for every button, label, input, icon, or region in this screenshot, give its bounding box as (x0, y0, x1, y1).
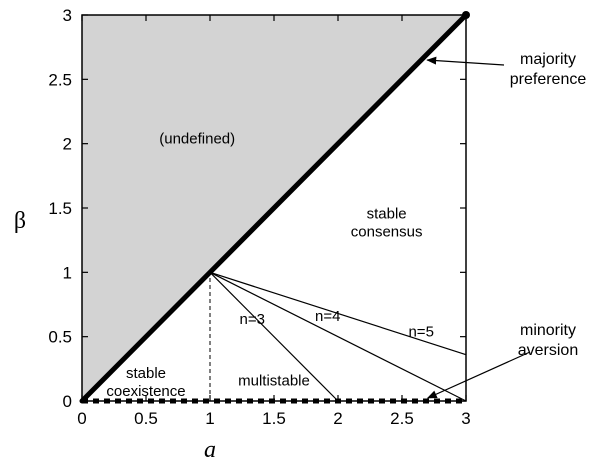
x-tick-label: 3 (461, 409, 470, 428)
region-label-multistable: multistable (238, 373, 310, 390)
annotation-majority-preference-arrow (426, 56, 505, 66)
region-label-undefined-line: (undefined) (159, 131, 235, 148)
region-label-stable-consensus-line: consensus (351, 223, 423, 240)
y-tick-label: 0.5 (48, 328, 72, 347)
annotation-majority-preference-line: majority (520, 51, 576, 68)
region-label-undefined: (undefined) (159, 131, 235, 148)
annotation-minority-aversion-arrow (426, 351, 531, 399)
y-tick-label: 2.5 (48, 70, 72, 89)
x-tick-label: 1.5 (262, 409, 286, 428)
branch-line-n3-1 (209, 271, 339, 402)
boundary-line-0 (79, 12, 469, 404)
x-tick-label: 0 (77, 409, 86, 428)
region-label-stable-coexistence-line: stable (126, 365, 166, 382)
y-tick-label: 0 (63, 392, 72, 411)
region-label-multistable-line: multistable (238, 373, 310, 390)
branch-line-n4-2 (209, 271, 467, 402)
branch-label-n5: n=5 (408, 324, 433, 341)
y-axis-label: β (14, 208, 26, 234)
ticks-layer: 0 0.5 1 1.5 2 2.5 3 0 0.5 1 1.5 2 2.5 3 (48, 6, 470, 428)
y-tick-label: 1 (63, 263, 72, 282)
y-tick-label: 2 (63, 135, 72, 154)
annotation-majority-preference-line: preference (510, 71, 587, 88)
annotation-minority-aversion: minority aversion (518, 322, 578, 359)
region-label-stable-coexistence: stable coexistence (106, 365, 185, 400)
region-label-stable-consensus: stable consensus (351, 205, 423, 240)
branch-line-n5-3 (209, 271, 467, 356)
x-tick-label: 2 (333, 409, 342, 428)
y-tick-label: 3 (63, 6, 72, 25)
annotation-minority-aversion-line: minority (520, 322, 576, 339)
annotation-minority-aversion-line: aversion (518, 342, 578, 359)
x-tick-label: 1 (205, 409, 214, 428)
branch-label-n3: n=3 (240, 311, 265, 328)
annotation-majority-preference: majority preference (510, 51, 587, 88)
x-axis-label: a (204, 437, 216, 463)
x-tick-label: 0.5 (134, 409, 158, 428)
region-label-stable-coexistence-line: coexistence (106, 383, 185, 400)
y-tick-label: 1.5 (48, 199, 72, 218)
branch-label-n4: n=4 (315, 308, 340, 325)
region-label-stable-consensus-line: stable (367, 205, 407, 222)
x-tick-label: 2.5 (390, 409, 414, 428)
